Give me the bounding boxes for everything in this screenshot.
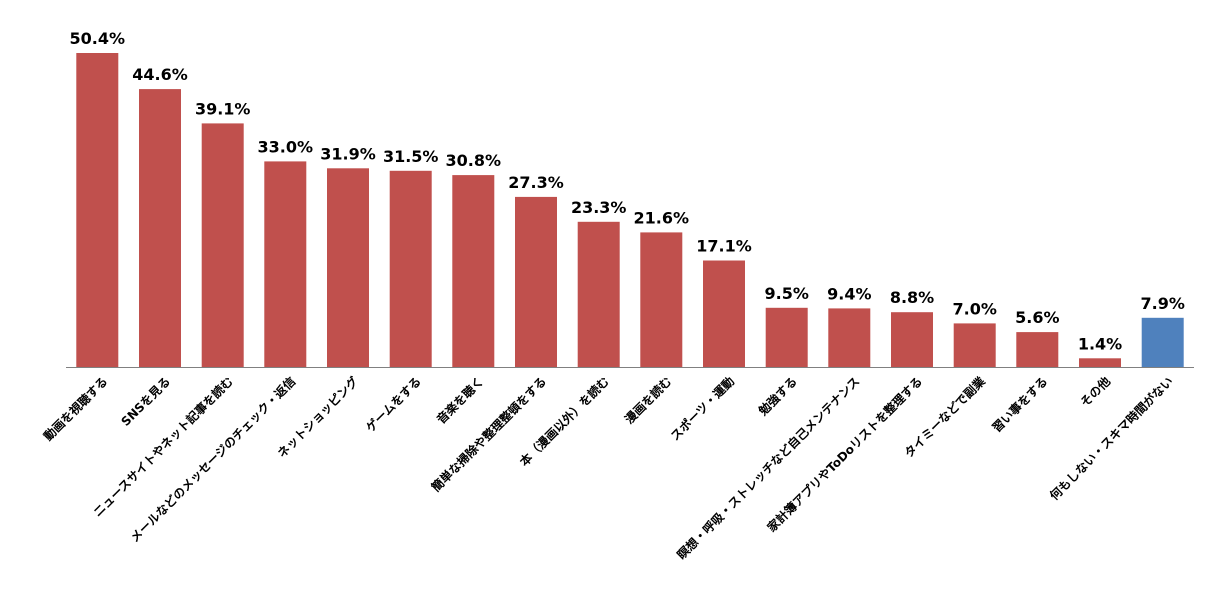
value-label-14: 8.8% xyxy=(890,288,934,307)
value-label-16: 5.6% xyxy=(1015,308,1059,327)
category-label-3: ニュースサイトやネット記事を読む xyxy=(90,374,236,520)
bar-3 xyxy=(201,123,244,368)
value-label-12: 9.5% xyxy=(765,284,809,303)
bar-2 xyxy=(139,89,181,367)
category-label-18: 何もしない・スキマ時間がない xyxy=(1046,374,1175,503)
category-label-8: 簡単な掃除や整理整頓をする xyxy=(428,374,549,495)
bar-12 xyxy=(765,307,808,367)
category-label-2: SNSを見る xyxy=(118,374,173,429)
category-label-17: その他 xyxy=(1077,374,1113,410)
bar-5 xyxy=(327,168,369,367)
value-labels: 50.4% 44.6% 39.1% 33.0% 31.9% 31.5% 30.8% 27.3%… xyxy=(70,29,1185,353)
value-label-9: 23.3% xyxy=(571,198,627,217)
value-label-13: 9.4% xyxy=(827,284,871,303)
category-labels: 動画を視聴する SNSを見るニュースサイトやネット記事を読むメールなどのメッセージ… xyxy=(40,373,1175,562)
value-label-2: 44.6% xyxy=(132,65,188,84)
bar-9 xyxy=(577,221,620,367)
value-label-1: 50.4% xyxy=(70,29,126,48)
category-label-12: 勉強する xyxy=(755,374,800,419)
value-label-5: 31.9% xyxy=(320,144,376,163)
value-label-4: 33.0% xyxy=(258,137,314,156)
value-label-3: 39.1% xyxy=(195,99,251,118)
bar-16 xyxy=(1016,332,1059,367)
value-label-17: 1.4% xyxy=(1078,334,1122,353)
bar-7 xyxy=(452,175,495,367)
bar-13 xyxy=(828,308,871,367)
bar-6 xyxy=(389,170,432,368)
bar-14 xyxy=(891,312,933,367)
bar-11 xyxy=(703,260,745,367)
category-label-11: スポーツ・運動 xyxy=(667,374,737,444)
category-label-16: 習い事をする xyxy=(989,374,1051,436)
value-label-15: 7.0% xyxy=(953,299,997,318)
bar-4 xyxy=(264,161,307,367)
bars xyxy=(76,53,1184,368)
value-label-8: 27.3% xyxy=(508,173,564,192)
value-label-11: 17.1% xyxy=(696,237,752,256)
bar-10 xyxy=(640,232,683,367)
bar-17 xyxy=(1079,358,1121,367)
value-label-6: 31.5% xyxy=(383,147,439,166)
category-label-10: 漫画を読む xyxy=(621,374,674,427)
bar-8 xyxy=(515,196,557,367)
bar-18 xyxy=(1141,317,1184,367)
category-label-6: ゲームをする xyxy=(363,374,424,435)
category-label-7: 音楽を聴く xyxy=(433,374,486,427)
value-label-10: 21.6% xyxy=(634,208,690,227)
category-label-1: 動画を視聴する xyxy=(40,374,110,444)
bar-15 xyxy=(953,323,996,367)
bar-1 xyxy=(76,53,119,367)
value-label-7: 30.8% xyxy=(446,151,502,170)
value-label-18: 7.9% xyxy=(1141,294,1185,313)
